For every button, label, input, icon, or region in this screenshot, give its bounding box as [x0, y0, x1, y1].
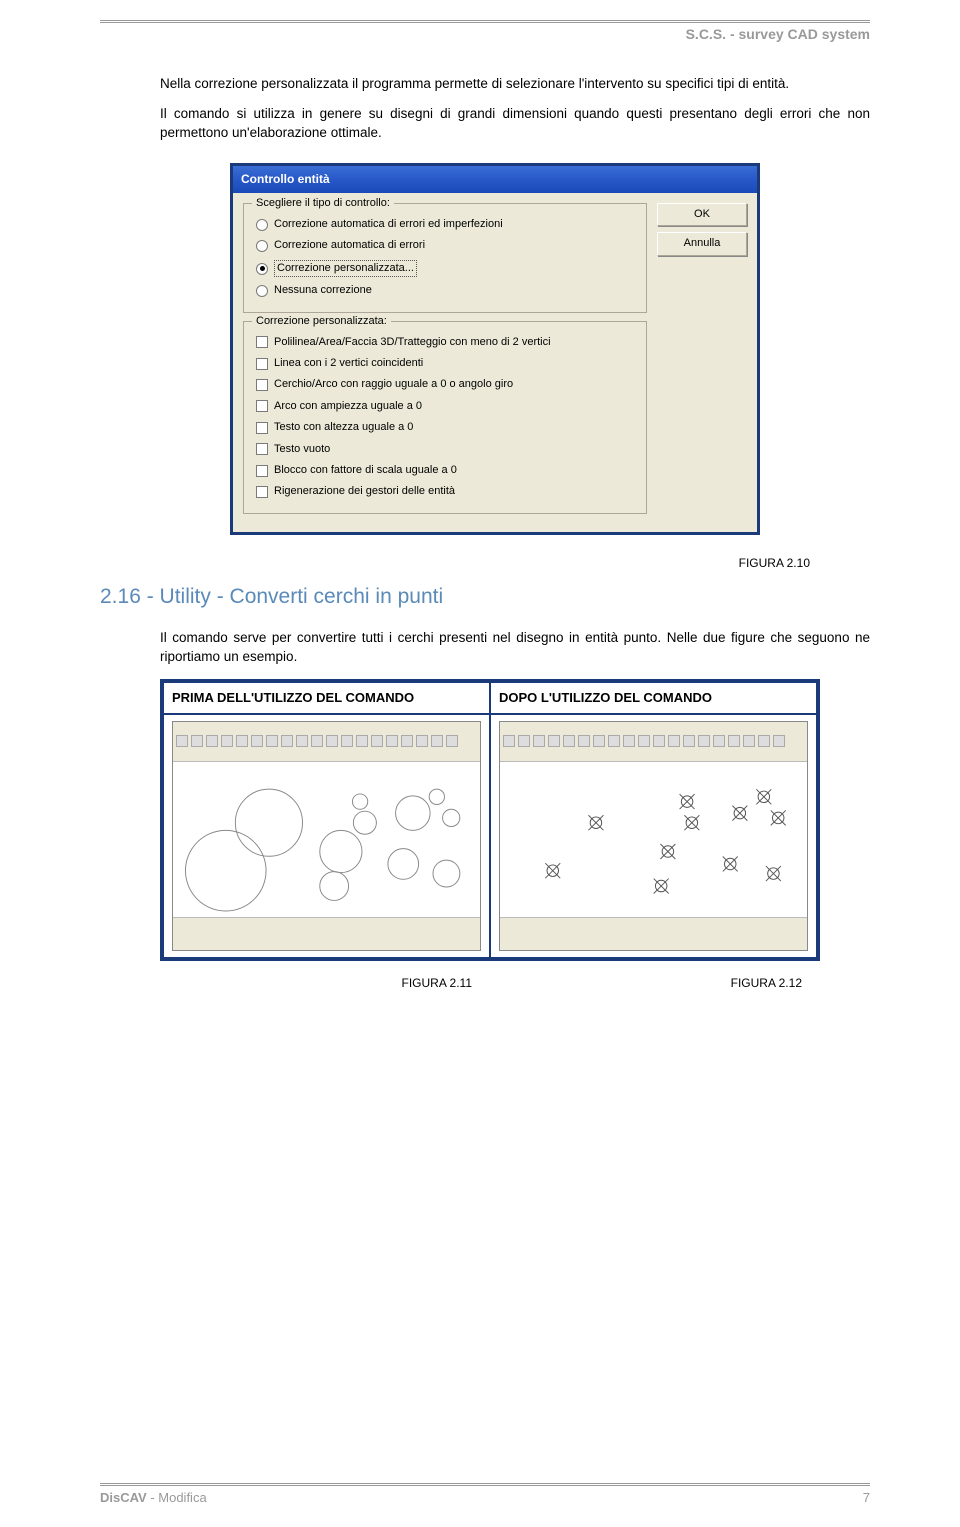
check-label: Rigenerazione dei gestori delle entità [274, 484, 455, 499]
header-rule [100, 20, 870, 23]
check-label: Polilinea/Area/Faccia 3D/Tratteggio con … [274, 335, 551, 350]
before-after-table: PRIMA DELL'UTILIZZO DEL COMANDO DOPO L'U… [160, 679, 820, 961]
section-desc: Il comando serve per convertire tutti i … [160, 629, 870, 667]
cad-statusbar [173, 917, 480, 949]
checkbox-icon [256, 422, 268, 434]
checkbox-icon [256, 379, 268, 391]
tipo-controllo-group: Scegliere il tipo di controllo: Correzio… [243, 203, 647, 313]
check-blocco[interactable]: Blocco con fattore di scala uguale a 0 [256, 460, 636, 481]
check-arco[interactable]: Arco con ampiezza uguale a 0 [256, 396, 636, 417]
before-cell [163, 714, 490, 958]
check-label: Linea con i 2 vertici coincidenti [274, 356, 423, 371]
checkbox-icon [256, 358, 268, 370]
check-polilinea[interactable]: Polilinea/Area/Faccia 3D/Tratteggio con … [256, 332, 636, 353]
footer-section: - Modifica [147, 1490, 207, 1505]
after-cell [490, 714, 817, 958]
radio-label: Nessuna correzione [274, 283, 372, 298]
check-label: Testo vuoto [274, 442, 330, 457]
correzione-personalizzata-group: Correzione personalizzata: Polilinea/Are… [243, 321, 647, 514]
footer-product: DisCAV [100, 1490, 147, 1505]
intro-paragraph-1: Nella correzione personalizzata il progr… [160, 75, 870, 94]
controllo-entita-dialog: Controllo entità Scegliere il tipo di co… [230, 163, 760, 534]
after-head: DOPO L'UTILIZZO DEL COMANDO [490, 682, 817, 714]
intro-paragraph-2: Il comando si utilizza in genere su dise… [160, 105, 870, 143]
radio-auto-errori[interactable]: Correzione automatica di errori [256, 235, 636, 256]
cad-canvas-before [173, 762, 480, 917]
radio-icon [256, 240, 268, 252]
cad-canvas-after [500, 762, 807, 917]
radio-icon [256, 219, 268, 231]
check-label: Testo con altezza uguale a 0 [274, 420, 413, 435]
figure-caption-2-12: FIGURA 2.12 [490, 975, 820, 992]
cad-window-before [172, 721, 481, 951]
cad-statusbar [500, 917, 807, 949]
footer-rule [100, 1483, 870, 1486]
checkbox-icon [256, 400, 268, 412]
radio-label: Correzione automatica di errori ed imper… [274, 217, 503, 232]
radio-auto-imperfezioni[interactable]: Correzione automatica di errori ed imper… [256, 214, 636, 235]
check-testo-vuoto[interactable]: Testo vuoto [256, 439, 636, 460]
checkbox-icon [256, 336, 268, 348]
footer-page: 7 [863, 1489, 870, 1507]
radio-icon [256, 285, 268, 297]
radio-label: Correzione automatica di errori [274, 238, 425, 253]
check-label: Arco con ampiezza uguale a 0 [274, 399, 422, 414]
check-label: Cerchio/Arco con raggio uguale a 0 o ang… [274, 377, 513, 392]
checkbox-icon [256, 443, 268, 455]
page-footer: DisCAV - Modifica 7 [100, 1483, 870, 1507]
ok-button[interactable]: OK [657, 203, 747, 226]
check-label: Blocco con fattore di scala uguale a 0 [274, 463, 457, 478]
checkbox-icon [256, 486, 268, 498]
cad-window-after [499, 721, 808, 951]
before-head: PRIMA DELL'UTILIZZO DEL COMANDO [163, 682, 490, 714]
cad-toolbar [173, 722, 480, 762]
check-testo-altezza[interactable]: Testo con altezza uguale a 0 [256, 417, 636, 438]
radio-personalizzata[interactable]: Correzione personalizzata... [256, 257, 636, 280]
cad-toolbar [500, 722, 807, 762]
cancel-button[interactable]: Annulla [657, 232, 747, 255]
checkbox-icon [256, 465, 268, 477]
check-cerchio[interactable]: Cerchio/Arco con raggio uguale a 0 o ang… [256, 374, 636, 395]
check-linea[interactable]: Linea con i 2 vertici coincidenti [256, 353, 636, 374]
figure-caption-2-11: FIGURA 2.11 [160, 975, 490, 992]
check-rigenerazione[interactable]: Rigenerazione dei gestori delle entità [256, 481, 636, 502]
radio-label: Correzione personalizzata... [274, 260, 417, 277]
header-system: S.C.S. - survey CAD system [100, 25, 870, 45]
group1-title: Scegliere il tipo di controllo: [252, 196, 394, 211]
dialog-titlebar: Controllo entità [233, 166, 757, 193]
group2-title: Correzione personalizzata: [252, 314, 391, 329]
radio-icon [256, 263, 268, 275]
section-title: 2.16 - Utility - Converti cerchi in punt… [100, 582, 870, 611]
radio-nessuna[interactable]: Nessuna correzione [256, 280, 636, 301]
figure-caption-2-10: FIGURA 2.10 [100, 555, 810, 572]
